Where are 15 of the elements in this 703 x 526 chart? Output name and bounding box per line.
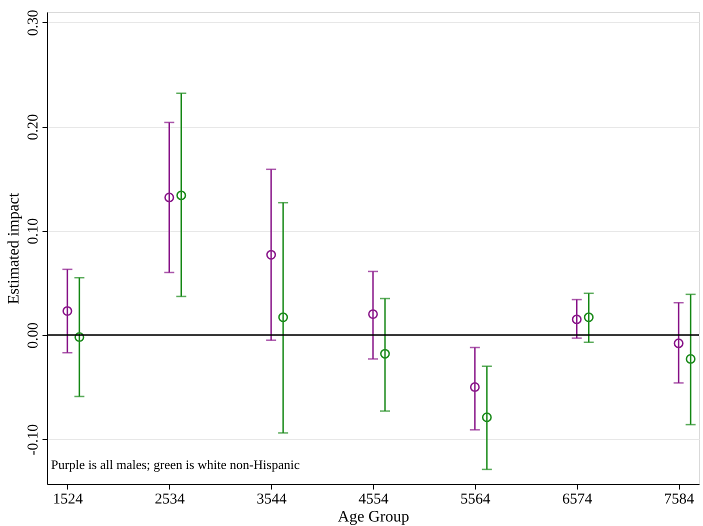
annotation: Purple is all males; green is white non-Hispanic [51,457,300,472]
y-tick-label: 0.30 [26,10,42,36]
y-tick-label: 0.00 [26,322,42,349]
x-tick-label: 4554 [358,492,389,508]
x-tick-label: 6574 [562,492,593,508]
x-tick-label: 2534 [154,492,186,508]
x-tick-label: 1524 [52,492,84,508]
y-tick-label: 0.20 [26,114,42,140]
x-axis-title: Age Group [338,508,410,526]
y-tick-label: 0.10 [26,218,42,244]
x-tick-label: 5564 [460,492,491,508]
y-axis-title: Estimated impact [6,192,22,304]
x-tick-label: 7584 [664,492,695,508]
x-tick-label: 3544 [256,492,288,508]
y-tick-label: -0.10 [26,424,42,456]
